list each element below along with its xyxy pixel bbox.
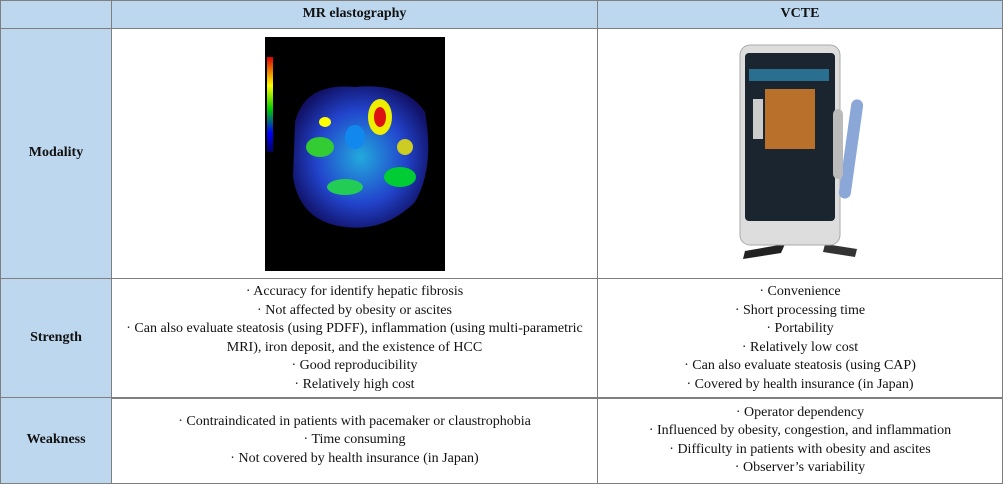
bullet-item: · Observer’s variability	[734, 460, 866, 475]
bullet-item: · Covered by health insurance (in Japan)	[686, 376, 914, 392]
bullet-item: · Good reproducibility	[291, 358, 418, 373]
image-cell	[111, 28, 598, 279]
bullet-item: · Not affected by obesity or ascites	[257, 302, 452, 318]
header-cell: VCTE	[597, 0, 1003, 29]
bullet-item: · Can also evaluate steatosis (using CAP…	[684, 358, 916, 373]
cell-text: · Contraindicated in patients with pacem…	[125, 413, 585, 469]
header-corner	[0, 0, 112, 29]
bullet-item: · Contraindicated in patients with pacem…	[178, 413, 531, 429]
bullet-item: · Relatively low cost	[741, 339, 859, 355]
bullet-item: · Influenced by obesity, congestion, and…	[648, 423, 952, 438]
table-cell: · Convenience · Short processing time · Po…	[597, 278, 1003, 399]
bullet-item: · Not covered by health insurance (in Ja…	[230, 450, 479, 466]
table-cell: · Contraindicated in patients with pacem…	[111, 397, 598, 484]
cell-text: · Operator dependency · Influenced by obe…	[649, 404, 951, 478]
bullet-item: · Portability	[766, 321, 834, 336]
row-label: Modality	[0, 28, 112, 279]
bullet-item: · Operator dependency	[735, 404, 865, 420]
table-cell: · Operator dependency · Influenced by obe…	[597, 397, 1003, 484]
row-label: Weakness	[0, 397, 112, 484]
bullet-item: · Accuracy for identify hepatic fibrosis	[245, 284, 464, 299]
bullet-item: · Convenience	[759, 284, 841, 299]
vcte-image	[739, 44, 864, 259]
bullet-item: · Can also evaluate steatosis (using PDF…	[126, 321, 583, 355]
bullet-item: · Time consuming	[303, 432, 406, 448]
header-cell: MR elastography	[111, 0, 598, 29]
row-label: Strength	[0, 278, 112, 399]
image-cell	[597, 28, 1003, 279]
cell-text: · Accuracy for identify hepatic fibrosis…	[125, 283, 585, 394]
bullet-item: · Relatively high cost	[294, 376, 415, 392]
cell-text: · Convenience · Short processing time · Po…	[684, 283, 916, 394]
mr-image	[264, 36, 445, 271]
bullet-item: · Short processing time	[734, 302, 866, 318]
bullet-item: · Difficulty in patients with obesity an…	[669, 441, 931, 457]
table-cell: · Accuracy for identify hepatic fibrosis…	[111, 278, 598, 399]
